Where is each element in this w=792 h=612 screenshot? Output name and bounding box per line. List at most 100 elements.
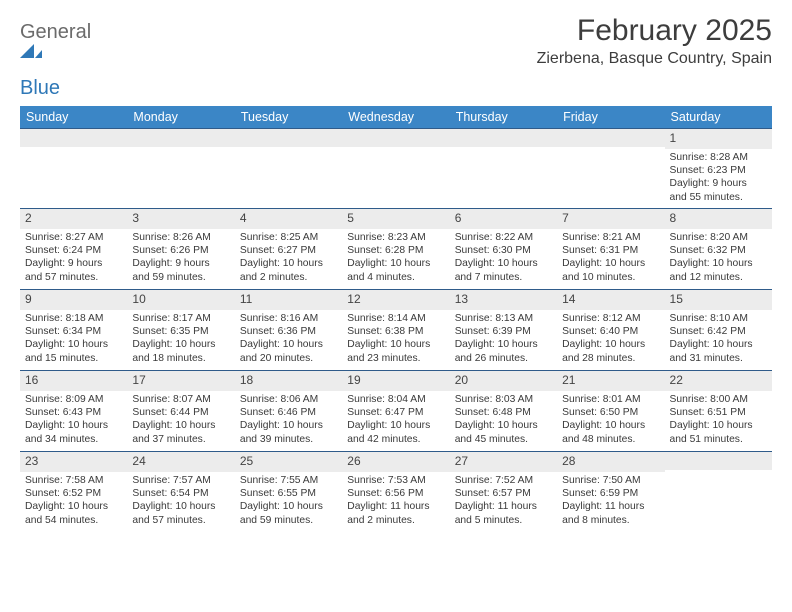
day-line: and 57 minutes. [25,271,122,284]
day-line: Daylight: 10 hours [240,338,337,351]
day-number [235,129,342,147]
weekday-header: Saturday [665,106,772,128]
calendar-day: 20Sunrise: 8:03 AMSunset: 6:48 PMDayligh… [450,371,557,451]
day-line: Sunset: 6:24 PM [25,244,122,257]
day-line: Daylight: 10 hours [347,257,444,270]
day-line: Daylight: 10 hours [562,419,659,432]
day-line: and 28 minutes. [562,352,659,365]
day-line: Sunset: 6:31 PM [562,244,659,257]
day-line: Daylight: 11 hours [562,500,659,513]
weekday-header: Friday [557,106,664,128]
day-body: Sunrise: 8:10 AMSunset: 6:42 PMDaylight:… [665,310,772,370]
day-body: Sunrise: 8:13 AMSunset: 6:39 PMDaylight:… [450,310,557,370]
day-number: 14 [557,290,664,310]
day-line: Daylight: 10 hours [240,257,337,270]
day-line: and 26 minutes. [455,352,552,365]
day-line: Daylight: 10 hours [132,338,229,351]
day-line: Sunrise: 7:50 AM [562,474,659,487]
day-number [450,129,557,147]
day-number: 13 [450,290,557,310]
day-line: Sunset: 6:43 PM [25,406,122,419]
day-line: Sunset: 6:59 PM [562,487,659,500]
day-line: Sunset: 6:48 PM [455,406,552,419]
calendar-day: 6Sunrise: 8:22 AMSunset: 6:30 PMDaylight… [450,209,557,289]
brand-logo: General Blue [20,22,91,98]
day-line: Daylight: 10 hours [25,338,122,351]
day-line: Sunrise: 8:26 AM [132,231,229,244]
calendar-day: 25Sunrise: 7:55 AMSunset: 6:55 PMDayligh… [235,452,342,532]
calendar-week: 9Sunrise: 8:18 AMSunset: 6:34 PMDaylight… [20,289,772,370]
weekday-header: Sunday [20,106,127,128]
calendar-day: 14Sunrise: 8:12 AMSunset: 6:40 PMDayligh… [557,290,664,370]
calendar-day: 18Sunrise: 8:06 AMSunset: 6:46 PMDayligh… [235,371,342,451]
day-body: Sunrise: 8:27 AMSunset: 6:24 PMDaylight:… [20,229,127,289]
weekday-header: Monday [127,106,234,128]
calendar-day: 17Sunrise: 8:07 AMSunset: 6:44 PMDayligh… [127,371,234,451]
calendar-day: 7Sunrise: 8:21 AMSunset: 6:31 PMDaylight… [557,209,664,289]
day-body: Sunrise: 8:07 AMSunset: 6:44 PMDaylight:… [127,391,234,451]
day-body: Sunrise: 8:20 AMSunset: 6:32 PMDaylight:… [665,229,772,289]
day-line: Daylight: 11 hours [347,500,444,513]
day-line: Sunrise: 8:14 AM [347,312,444,325]
calendar-day: 1Sunrise: 8:28 AMSunset: 6:23 PMDaylight… [665,129,772,208]
calendar-day [665,452,772,532]
day-number [20,129,127,147]
weekday-header: Wednesday [342,106,449,128]
day-number [127,129,234,147]
day-line: and 48 minutes. [562,433,659,446]
day-line: Sunset: 6:23 PM [670,164,767,177]
day-line: Sunrise: 7:55 AM [240,474,337,487]
calendar-day: 12Sunrise: 8:14 AMSunset: 6:38 PMDayligh… [342,290,449,370]
calendar-day: 4Sunrise: 8:25 AMSunset: 6:27 PMDaylight… [235,209,342,289]
day-line: Daylight: 10 hours [455,338,552,351]
day-body: Sunrise: 8:01 AMSunset: 6:50 PMDaylight:… [557,391,664,451]
day-number: 11 [235,290,342,310]
calendar-week: 2Sunrise: 8:27 AMSunset: 6:24 PMDaylight… [20,208,772,289]
calendar-day: 5Sunrise: 8:23 AMSunset: 6:28 PMDaylight… [342,209,449,289]
day-line: and 8 minutes. [562,514,659,527]
day-line: Daylight: 10 hours [347,338,444,351]
day-line: and 59 minutes. [240,514,337,527]
day-line: Daylight: 10 hours [240,500,337,513]
day-line: Daylight: 10 hours [25,419,122,432]
weekday-header: Tuesday [235,106,342,128]
day-body: Sunrise: 8:09 AMSunset: 6:43 PMDaylight:… [20,391,127,451]
day-body: Sunrise: 8:06 AMSunset: 6:46 PMDaylight:… [235,391,342,451]
brand-text: General Blue [20,22,91,98]
brand-word1: General [20,21,91,43]
day-line: Sunset: 6:47 PM [347,406,444,419]
day-line: Sunrise: 8:22 AM [455,231,552,244]
calendar-day: 13Sunrise: 8:13 AMSunset: 6:39 PMDayligh… [450,290,557,370]
day-line: and 39 minutes. [240,433,337,446]
day-body: Sunrise: 8:17 AMSunset: 6:35 PMDaylight:… [127,310,234,370]
day-line: Sunrise: 8:18 AM [25,312,122,325]
calendar-day: 21Sunrise: 8:01 AMSunset: 6:50 PMDayligh… [557,371,664,451]
calendar-day [20,129,127,208]
calendar-day [235,129,342,208]
day-line: Daylight: 10 hours [562,257,659,270]
day-line: and 45 minutes. [455,433,552,446]
day-line: Daylight: 9 hours [132,257,229,270]
calendar-day [557,129,664,208]
day-line: Sunset: 6:39 PM [455,325,552,338]
day-number: 15 [665,290,772,310]
calendar-day: 22Sunrise: 8:00 AMSunset: 6:51 PMDayligh… [665,371,772,451]
day-line: and 54 minutes. [25,514,122,527]
day-number: 7 [557,209,664,229]
day-number [557,129,664,147]
day-line: and 59 minutes. [132,271,229,284]
location-text: Zierbena, Basque Country, Spain [537,50,772,68]
day-line: Sunrise: 7:58 AM [25,474,122,487]
brand-word2: Blue [20,77,60,99]
day-body: Sunrise: 8:22 AMSunset: 6:30 PMDaylight:… [450,229,557,289]
day-line: Daylight: 10 hours [670,419,767,432]
day-line: Sunset: 6:27 PM [240,244,337,257]
day-line: Sunset: 6:26 PM [132,244,229,257]
day-number: 10 [127,290,234,310]
day-body: Sunrise: 8:25 AMSunset: 6:27 PMDaylight:… [235,229,342,289]
day-line: and 57 minutes. [132,514,229,527]
day-body: Sunrise: 8:14 AMSunset: 6:38 PMDaylight:… [342,310,449,370]
day-number: 17 [127,371,234,391]
day-number: 16 [20,371,127,391]
day-line: Daylight: 10 hours [562,338,659,351]
